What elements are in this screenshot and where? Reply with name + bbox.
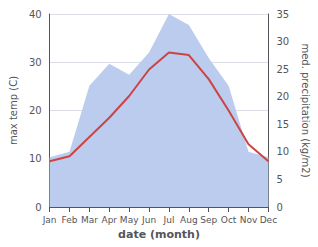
svg-text:Feb: Feb — [62, 215, 78, 225]
svg-text:25: 25 — [276, 64, 289, 75]
svg-text:Jan: Jan — [42, 215, 57, 225]
svg-text:35: 35 — [276, 9, 289, 20]
svg-text:0: 0 — [35, 202, 41, 213]
svg-text:30: 30 — [29, 57, 42, 68]
svg-text:max temp (C): max temp (C) — [8, 76, 19, 145]
svg-text:5: 5 — [276, 174, 282, 185]
svg-text:20: 20 — [276, 91, 289, 102]
svg-text:Nov: Nov — [240, 215, 258, 225]
svg-text:May: May — [120, 215, 139, 225]
svg-text:Sep: Sep — [200, 215, 217, 225]
svg-text:med. precipitation (kg/m2): med. precipitation (kg/m2) — [300, 43, 311, 177]
svg-text:10: 10 — [29, 153, 42, 164]
svg-text:Apr: Apr — [101, 215, 117, 225]
svg-text:40: 40 — [29, 9, 42, 20]
svg-text:Jul: Jul — [163, 215, 175, 225]
svg-text:10: 10 — [276, 146, 289, 157]
svg-text:Jun: Jun — [141, 215, 156, 225]
svg-text:Oct: Oct — [221, 215, 237, 225]
svg-text:30: 30 — [276, 36, 289, 47]
svg-text:Mar: Mar — [81, 215, 98, 225]
svg-text:Aug: Aug — [180, 215, 198, 225]
svg-text:20: 20 — [29, 105, 42, 116]
svg-text:0: 0 — [276, 202, 282, 213]
svg-text:Dec: Dec — [260, 215, 277, 225]
svg-text:15: 15 — [276, 119, 289, 130]
svg-text:date (month): date (month) — [118, 228, 200, 241]
